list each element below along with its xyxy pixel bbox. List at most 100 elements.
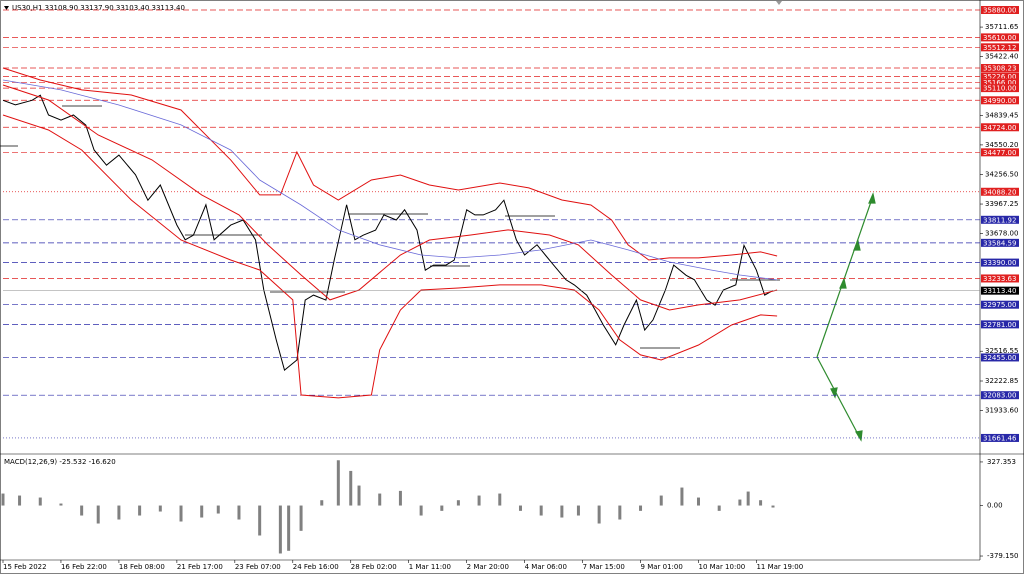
level-label-bg (981, 64, 1019, 73)
y-tick-label: 32516.55 (985, 347, 1018, 355)
macd-bar (320, 500, 324, 506)
series-line (2, 79, 778, 281)
macd-bar (738, 499, 742, 506)
level-label: 34088.20 (983, 188, 1016, 196)
level-label-bg (981, 123, 1019, 132)
level-label: 34477.00 (983, 149, 1016, 157)
level-label: 32975.00 (983, 301, 1016, 309)
x-tick-label: 1 Mar 11:00 (409, 563, 451, 571)
macd-bar (80, 505, 84, 516)
series-line (2, 84, 778, 311)
level-label-bg (981, 353, 1019, 362)
last-price-bg (981, 286, 1019, 295)
level-label: 32455.00 (983, 354, 1016, 362)
x-tick-label: 24 Feb 16:00 (293, 563, 339, 571)
level-label-bg (981, 187, 1019, 196)
level-label-bg (981, 391, 1019, 400)
level-label: 33390.00 (983, 259, 1016, 267)
x-tick-label: 15 Feb 2022 (3, 563, 47, 571)
macd-bar (618, 505, 622, 520)
macd-bar (378, 493, 382, 506)
symbol-icon (4, 6, 9, 10)
x-tick-label: 4 Mar 06:00 (525, 563, 567, 571)
macd-bar (477, 495, 481, 506)
x-tick-label: 9 Mar 01:00 (641, 563, 683, 571)
x-tick-label: 11 Mar 19:00 (756, 563, 803, 571)
level-label-bg (981, 78, 1019, 87)
macd-bar (717, 505, 721, 511)
forecast-up (816, 195, 874, 358)
y-tick-label: 34839.45 (985, 112, 1018, 120)
macd-bar (96, 505, 100, 524)
x-tick-label: 7 Mar 15:00 (583, 563, 625, 571)
macd-bar (237, 505, 241, 520)
macd-bar (518, 505, 522, 511)
level-label: 34990.00 (983, 97, 1016, 105)
macd-bar (216, 505, 220, 514)
level-label-bg (981, 148, 1019, 157)
level-label-bg (981, 33, 1019, 42)
level-label: 35226.00 (983, 73, 1016, 81)
level-label: 33811.92 (983, 216, 1016, 224)
y-tick-label: 32222.85 (985, 377, 1018, 385)
level-label-bg (981, 96, 1019, 105)
macd-bar (560, 505, 564, 518)
y-tick-label: 33678.00 (985, 229, 1018, 237)
level-label: 35110.00 (983, 85, 1016, 93)
macd-bar (59, 503, 63, 506)
macd-bar (158, 505, 162, 512)
level-label: 32781.00 (983, 321, 1016, 329)
level-label: 35610.00 (983, 34, 1016, 42)
x-tick-label: 10 Mar 10:00 (698, 563, 745, 571)
series-line (2, 114, 778, 399)
macd-bar (357, 485, 361, 506)
x-tick-label: 21 Feb 17:00 (177, 563, 223, 571)
macd-bar (287, 505, 291, 551)
last-price-label: 33113.40 (983, 287, 1016, 295)
level-label-bg (981, 274, 1019, 283)
macd-bar (440, 505, 444, 511)
level-label: 35512.12 (983, 44, 1016, 52)
y-tick-label: -379.150 (987, 552, 1018, 560)
y-tick-label: 35422.40 (985, 52, 1018, 60)
arrow-head (839, 277, 847, 289)
macd-bar (179, 505, 183, 522)
macd-bar (539, 505, 543, 516)
level-label-bg (981, 300, 1019, 309)
level-label: 31661.46 (983, 434, 1017, 442)
macd-bar (117, 505, 121, 520)
level-label-bg (981, 433, 1019, 442)
pivot-segments (0, 105, 780, 349)
macd-bar (349, 470, 353, 506)
macd-bar (771, 505, 775, 508)
y-tick-label: 33967.25 (985, 200, 1018, 208)
macd-bar (299, 505, 303, 531)
x-tick-label: 16 Feb 22:00 (61, 563, 107, 571)
y-tick-label: 35711.65 (985, 23, 1018, 31)
macd-bar (696, 497, 700, 506)
level-label: 35166.00 (983, 79, 1016, 87)
macd-bar (746, 491, 750, 506)
macd-bar (398, 490, 402, 506)
macd-bar (680, 487, 684, 506)
y-tick-label: 327.353 (987, 458, 1016, 466)
macd-bar (336, 460, 340, 506)
x-tick-label: 18 Feb 08:00 (119, 563, 165, 571)
chart-title: US30,H1 33108.90 33137.90 33103.40 33113… (12, 4, 185, 12)
series-line (2, 94, 774, 371)
macd-bar (759, 500, 763, 506)
macd-bar (138, 505, 142, 516)
level-label: 33233.63 (983, 275, 1016, 283)
level-label: 34724.00 (983, 124, 1016, 132)
macd-bar (419, 505, 423, 516)
macd-bar (258, 505, 262, 536)
level-label-bg (981, 320, 1019, 329)
macd-bar (576, 505, 580, 516)
level-label-bg (981, 238, 1019, 247)
level-label-bg (981, 84, 1019, 93)
arrow-head (830, 387, 838, 399)
level-label-bg (981, 215, 1019, 224)
y-tick-label: 0.00 (987, 502, 1003, 510)
